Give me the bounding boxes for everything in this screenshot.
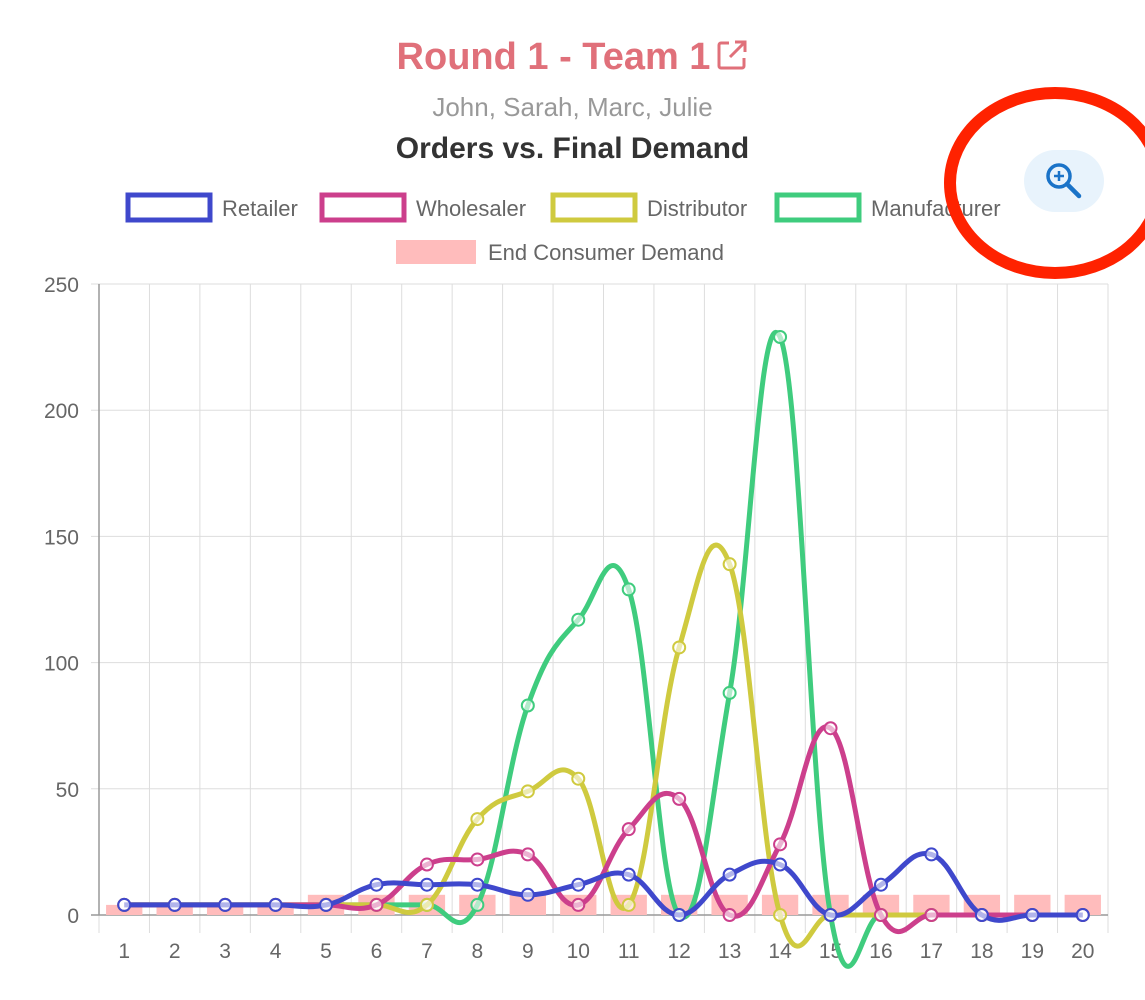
x-tick-label: 20: [1071, 940, 1094, 963]
point-retailer: [773, 857, 788, 872]
legend-label: Wholesaler: [416, 196, 526, 221]
legend-swatch: [396, 240, 476, 264]
point-retailer: [470, 877, 485, 892]
x-tick-label: 14: [768, 940, 792, 963]
point-retailer: [520, 887, 535, 902]
point-manufacturer: [722, 685, 737, 700]
bar-end-consumer-demand: [862, 894, 900, 915]
legend-label: End Consumer Demand: [488, 240, 724, 265]
legend-swatch: [125, 192, 213, 223]
point-retailer: [419, 877, 434, 892]
bar-end-consumer-demand: [1014, 894, 1051, 915]
x-tick-label: 12: [667, 940, 690, 963]
legend-label: Retailer: [222, 196, 298, 221]
x-tick-label: 2: [169, 940, 181, 963]
point-wholesaler: [924, 908, 939, 922]
x-tick-label: 10: [567, 940, 590, 963]
point-retailer: [621, 867, 636, 882]
legend-swatch: [774, 192, 862, 223]
point-retailer: [319, 897, 334, 912]
legend-label: Distributor: [647, 196, 747, 221]
x-tick-label: 9: [522, 940, 534, 963]
point-wholesaler: [419, 857, 434, 872]
point-wholesaler: [722, 908, 737, 922]
point-distributor: [672, 640, 687, 655]
point-retailer: [1025, 908, 1040, 922]
legend-item-end-consumer-demand[interactable]: End Consumer Demand: [396, 240, 724, 265]
bar-end-consumer-demand: [913, 894, 950, 915]
point-wholesaler: [520, 847, 535, 862]
point-retailer: [117, 897, 132, 912]
point-retailer: [167, 897, 182, 912]
point-wholesaler: [621, 822, 636, 837]
point-retailer: [873, 877, 888, 892]
point-retailer: [924, 847, 939, 862]
legend-item-manufacturer[interactable]: Manufacturer: [774, 192, 1001, 223]
point-wholesaler: [873, 908, 888, 922]
point-distributor: [621, 897, 636, 912]
point-retailer: [369, 877, 384, 892]
x-tick-label: 17: [920, 940, 943, 963]
point-wholesaler: [672, 791, 687, 806]
round-title-text: Round 1 - Team 1: [396, 36, 711, 78]
point-distributor: [773, 908, 788, 922]
point-retailer: [823, 908, 838, 922]
x-tick-label: 3: [219, 940, 231, 963]
point-wholesaler: [773, 837, 788, 852]
point-distributor: [470, 812, 485, 827]
x-tick-label: 16: [869, 940, 892, 963]
legend-item-retailer[interactable]: Retailer: [125, 192, 298, 223]
point-wholesaler: [470, 852, 485, 867]
point-retailer: [571, 877, 586, 892]
y-tick-label: 200: [44, 400, 79, 423]
point-distributor: [520, 784, 535, 799]
point-manufacturer: [773, 330, 788, 345]
y-tick-label: 0: [67, 905, 79, 928]
x-tick-label: 7: [421, 940, 433, 963]
point-distributor: [722, 557, 737, 572]
point-retailer: [672, 908, 687, 922]
point-wholesaler: [823, 721, 838, 736]
legend-item-distributor[interactable]: Distributor: [550, 192, 747, 223]
point-manufacturer: [520, 698, 535, 713]
x-tick-label: 19: [1021, 940, 1044, 963]
x-tick-label: 5: [320, 940, 332, 963]
bar-end-consumer-demand: [761, 894, 799, 915]
point-retailer: [974, 908, 989, 922]
point-retailer: [1075, 908, 1090, 922]
point-manufacturer: [571, 612, 586, 627]
point-wholesaler: [369, 897, 384, 912]
y-tick-label: 50: [56, 779, 79, 802]
x-tick-label: 1: [118, 940, 130, 963]
x-tick-label: 13: [718, 940, 741, 963]
x-tick-label: 4: [270, 940, 282, 963]
y-tick-label: 150: [44, 526, 79, 549]
legend-label: Manufacturer: [871, 196, 1001, 221]
point-manufacturer: [621, 582, 636, 597]
point-distributor: [419, 897, 434, 912]
chart-title: Orders vs. Final Demand: [395, 132, 750, 165]
external-link-icon[interactable]: [716, 38, 748, 81]
point-retailer: [218, 897, 233, 912]
point-retailer: [722, 867, 737, 882]
point-distributor: [571, 771, 586, 786]
bar-end-consumer-demand: [1064, 894, 1101, 915]
point-manufacturer: [470, 897, 485, 912]
legend-item-wholesaler[interactable]: Wholesaler: [319, 192, 526, 223]
y-tick-label: 250: [44, 274, 79, 297]
point-retailer: [268, 897, 283, 912]
x-tick-label: 11: [618, 940, 640, 963]
x-tick-label: 18: [970, 940, 993, 963]
legend-swatch: [550, 192, 638, 223]
x-tick-label: 6: [371, 940, 383, 963]
players-subtitle: John, Sarah, Marc, Julie: [432, 92, 713, 122]
y-tick-label: 100: [44, 653, 79, 676]
legend-swatch: [319, 192, 407, 223]
round-title: Round 1 - Team 1: [0, 36, 1145, 81]
x-tick-label: 8: [472, 940, 484, 963]
point-wholesaler: [571, 897, 586, 912]
bar-end-consumer-demand: [509, 894, 546, 915]
